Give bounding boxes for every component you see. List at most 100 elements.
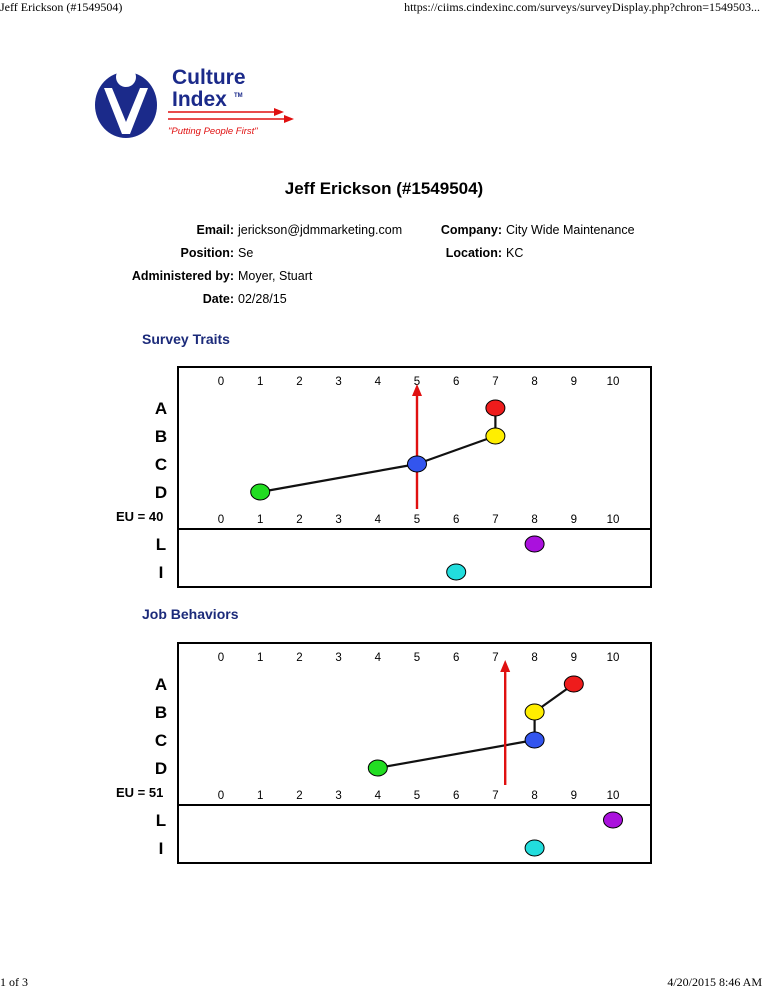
scale-label-top: 5 <box>414 652 420 664</box>
scale-label-top: 8 <box>531 376 537 388</box>
scale-label-top: 2 <box>296 376 302 388</box>
scale-label-mid: 4 <box>375 514 382 526</box>
scale-label-mid: 2 <box>296 514 302 526</box>
logo-arrows-icon <box>168 108 294 123</box>
logo-line2: Index <box>172 88 227 111</box>
mean-arrow-head <box>412 384 422 396</box>
scale-label-mid: 0 <box>218 514 224 526</box>
job-eu-label: EU = 51 <box>116 785 164 800</box>
lower-frame <box>177 528 652 588</box>
position-label: Position: <box>180 246 234 260</box>
dot-d <box>367 759 388 777</box>
scale-label-mid: 8 <box>531 514 537 526</box>
location-label: Location: <box>445 246 502 260</box>
dot-d <box>250 483 271 501</box>
dot-l <box>603 811 623 829</box>
scale-label-mid: 4 <box>375 790 382 802</box>
scale-label-mid: 10 <box>607 790 620 802</box>
scale-label-top: 2 <box>296 652 302 664</box>
scale-label-top: 8 <box>531 652 537 664</box>
trait-connector <box>377 738 535 770</box>
email-value[interactable]: jerickson@jdmmarketing.com <box>238 223 403 237</box>
scale-label-mid: 2 <box>296 790 302 802</box>
row-label-c: C <box>155 731 167 750</box>
tab-title: Jeff Erickson (#1549504) <box>0 0 123 14</box>
scale-label-mid: 8 <box>531 790 537 802</box>
row-label-a: A <box>155 399 167 418</box>
scale-label-top: 7 <box>492 652 498 664</box>
dot-a <box>485 399 506 417</box>
scale-label-top: 10 <box>607 376 620 388</box>
survey-traits-heading: Survey Traits <box>142 331 230 347</box>
upper-frame <box>177 642 652 806</box>
scale-label-top: 0 <box>218 376 224 388</box>
dot-c <box>407 455 427 473</box>
trait-connector <box>260 462 418 494</box>
scale-label-mid: 9 <box>571 514 577 526</box>
scale-label-mid: 5 <box>414 514 420 526</box>
scale-label-top: 3 <box>335 652 341 664</box>
scale-label-top: 10 <box>607 652 620 664</box>
trait-connector <box>416 434 496 466</box>
location-value: KC <box>506 246 524 260</box>
logo-tm: TM <box>234 93 243 99</box>
culture-index-logo: Culture Index TM "Putting People First" <box>95 66 294 138</box>
date-label: Date: <box>202 292 234 306</box>
row-label-d: D <box>155 483 167 502</box>
survey-eu-label: EU = 40 <box>116 509 164 524</box>
dot-b <box>524 703 545 721</box>
scale-label-mid: 1 <box>257 790 263 802</box>
scale-label-top: 6 <box>453 652 459 664</box>
page-title: Jeff Erickson (#1549504) <box>284 179 484 198</box>
scale-label-top: 9 <box>571 376 577 388</box>
page-indicator: 1 of 3 <box>0 975 28 989</box>
dot-b <box>485 427 506 445</box>
row-label-b: B <box>155 427 167 446</box>
print-timestamp: 4/20/2015 8:46 AM <box>667 975 762 989</box>
scale-label-mid: 7 <box>492 790 498 802</box>
scale-label-top: 1 <box>257 652 263 664</box>
dot-i <box>524 839 545 857</box>
scale-label-mid: 6 <box>453 790 459 802</box>
scale-label-top: 5 <box>414 376 420 388</box>
scale-label-top: 3 <box>335 376 341 388</box>
dot-c <box>524 731 545 749</box>
row-label-b: B <box>155 703 167 722</box>
row-label-l: L <box>156 811 166 830</box>
row-label-i: I <box>159 563 164 582</box>
scale-label-mid: 9 <box>571 790 577 802</box>
dot-i <box>446 563 467 581</box>
dot-l <box>524 535 545 553</box>
dot-a <box>563 675 584 693</box>
scale-label-mid: 6 <box>453 514 459 526</box>
row-label-c: C <box>155 455 167 474</box>
scale-label-mid: 1 <box>257 514 263 526</box>
logo-emblem-icon <box>95 67 157 138</box>
row-label-l: L <box>156 535 166 554</box>
scale-label-top: 7 <box>492 376 498 388</box>
logo-tagline: "Putting People First" <box>168 126 258 137</box>
company-label: Company: <box>440 223 502 237</box>
lower-frame <box>177 804 652 864</box>
email-label: Email: <box>196 223 234 237</box>
scale-label-mid: 3 <box>335 790 341 802</box>
logo-line1: Culture <box>172 66 246 89</box>
scale-label-top: 9 <box>571 652 577 664</box>
page-url: https://ciims.cindexinc.com/surveys/surv… <box>404 0 760 14</box>
job-behaviors-heading: Job Behaviors <box>142 606 239 622</box>
date-value: 02/28/15 <box>238 292 287 306</box>
scale-label-top: 0 <box>218 652 224 664</box>
row-label-d: D <box>155 759 167 778</box>
row-label-i: I <box>159 839 164 858</box>
position-value: Se <box>238 246 254 260</box>
row-label-a: A <box>155 675 167 694</box>
scale-label-mid: 3 <box>335 514 341 526</box>
scale-label-top: 6 <box>453 376 459 388</box>
administered-label: Administered by: <box>131 269 234 283</box>
scale-label-mid: 10 <box>607 514 620 526</box>
mean-arrow-head <box>500 660 511 672</box>
scale-label-top: 1 <box>257 376 263 388</box>
administered-value: Moyer, Stuart <box>238 269 313 283</box>
